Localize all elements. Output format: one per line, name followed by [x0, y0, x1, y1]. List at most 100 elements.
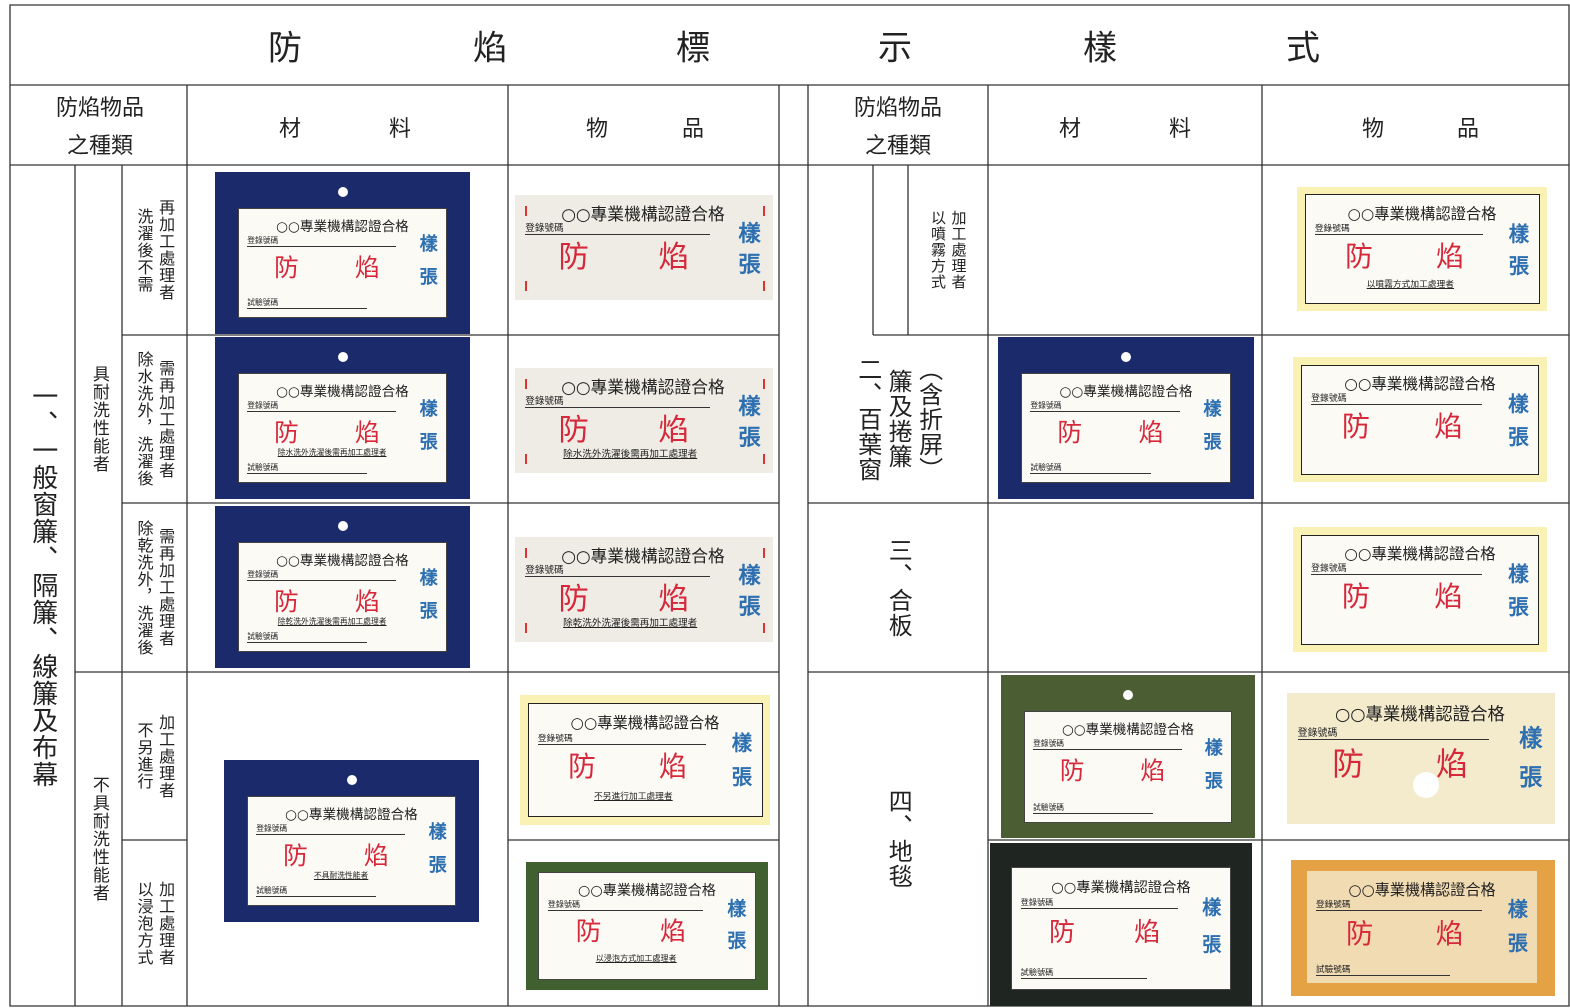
- label-reg: 登錄號碼: [256, 823, 406, 835]
- group-category: 不具耐洗性能者: [75, 672, 122, 1006]
- label-hole: [337, 351, 348, 362]
- label-reg: 登錄號碼: [525, 220, 710, 235]
- label-hole: [337, 520, 348, 531]
- label-reg: 登錄號碼: [525, 562, 710, 577]
- label-yan: 焰: [1435, 747, 1468, 784]
- label-yan: 焰: [659, 917, 686, 948]
- label-fang: 防: [1341, 410, 1370, 444]
- label-card: ○○專業機構認證合格 登錄號碼防 焰 樣張除水洗外洗濯後需再加工處理者: [515, 368, 771, 471]
- label-zhang: 張: [1508, 424, 1529, 449]
- header-product: 物: [1361, 117, 1385, 142]
- label-hole: [1412, 771, 1439, 798]
- label-fang: 防: [283, 840, 308, 870]
- label-fang: 防: [1345, 239, 1373, 273]
- label-hole: [1123, 689, 1133, 700]
- label-header: ○○專業機構認證合格: [1347, 204, 1497, 223]
- sub-category-col: 需再加工處理者: [156, 528, 176, 647]
- label-note: 不具耐洗性能者: [313, 871, 369, 881]
- sub-category-col: 再加工處理者: [156, 199, 176, 301]
- label-card: ○○專業機構認證合格 登錄號碼防 焰 樣張試驗號碼: [1306, 870, 1538, 984]
- main-category-col: 一、一般窗簾、隔簾、線簾及布幕: [27, 383, 58, 788]
- label-zhang: 張: [419, 600, 438, 622]
- label-zhang: 張: [727, 929, 747, 952]
- label-zhang: 張: [1203, 431, 1222, 453]
- label: ○○專業機構認證合格 登錄號碼防 焰 樣張試驗號碼: [990, 843, 1252, 1006]
- title-char: 焰: [473, 28, 507, 69]
- label-note: 以噴霧方式加工處理者: [1366, 279, 1455, 290]
- label-note: 除水洗外洗濯後需再加工處理者: [277, 448, 387, 458]
- header-product: 品: [1456, 117, 1480, 142]
- label-card: ○○專業機構認證合格 登錄號碼防 焰 樣張除乾洗外洗濯後需再加工處理者 試驗號碼: [237, 541, 448, 652]
- category: 二、百葉窗 簾及捲簾 （含折屏）: [808, 335, 988, 503]
- sub-category: 除水洗外，洗濯後 需再加工處理者: [122, 335, 187, 503]
- header-product: 物: [585, 117, 609, 142]
- sub-category-col: 以浸泡方式: [134, 880, 154, 966]
- label-card: ○○專業機構認證合格 登錄號碼防 焰 樣張試驗號碼: [1023, 710, 1233, 824]
- header-material: 材: [278, 117, 302, 142]
- category-col: （含折屏）: [914, 356, 943, 482]
- label-card: ○○專業機構認證合格 登錄號碼防 焰 樣張以噴霧方式加工處理者: [1304, 194, 1540, 304]
- label-zhang: 張: [1202, 932, 1222, 956]
- cloth-tick: [525, 205, 528, 216]
- label: ○○專業機構認證合格 登錄號碼防 焰 樣張試驗號碼: [215, 172, 470, 334]
- header-material: 料: [388, 117, 412, 142]
- cloth-tick: [525, 623, 528, 634]
- label: ○○專業機構認證合格 登錄號碼防 焰 樣張: [1287, 693, 1555, 824]
- sub-category: 以浸泡方式 加工處理者: [122, 840, 187, 1006]
- label-fang: 防: [1049, 917, 1075, 948]
- sub-category-col: 加工處理者: [156, 880, 176, 966]
- sub-category: 以噴霧方式 加工處理者: [908, 165, 988, 335]
- label-card: ○○專業機構認證合格 登錄號碼防 焰 樣張試驗號碼: [237, 207, 448, 318]
- label-fang: 防: [575, 917, 602, 948]
- label-header: ○○專業機構認證合格: [1051, 879, 1191, 896]
- label-fang: 防: [1341, 580, 1370, 614]
- label-fang: 防: [1345, 919, 1374, 951]
- label-card: ○○專業機構認證合格 登錄號碼防 焰 樣張: [515, 195, 771, 298]
- label-yang: 樣: [419, 234, 438, 256]
- cloth-tick: [525, 454, 528, 465]
- cloth-tick: [762, 454, 765, 465]
- label-yan: 焰: [1434, 410, 1463, 444]
- label-note: 除水洗外洗濯後需再加工處理者: [563, 449, 698, 461]
- label-fang: 防: [1057, 417, 1083, 447]
- label-yang: 樣: [1202, 896, 1222, 920]
- label: ○○專業機構認證合格 登錄號碼防 焰 樣張不另進行加工處理者: [520, 695, 770, 825]
- label-card: ○○專業機構認證合格 登錄號碼防 焰 樣張: [1300, 364, 1540, 475]
- label-yan: 焰: [1140, 755, 1165, 785]
- label-header: ○○專業機構認證合格: [276, 219, 409, 236]
- title-char: 式: [1286, 28, 1320, 69]
- label-header: ○○專業機構認證合格: [570, 713, 720, 732]
- category-col: 簾及捲簾: [884, 369, 913, 469]
- label-yang: 樣: [1203, 399, 1222, 421]
- label-card: ○○專業機構認證合格 登錄號碼防 焰 樣張試驗號碼: [1010, 867, 1232, 990]
- sub-category-col: 洗濯後不需: [134, 207, 154, 293]
- cloth-tick: [762, 205, 765, 216]
- label: ○○專業機構認證合格 登錄號碼防 焰 樣張除水洗外洗濯後需再加工處理者: [515, 368, 773, 473]
- label-zhang: 張: [419, 431, 438, 453]
- sub-category: 洗濯後不需 再加工處理者: [122, 165, 187, 335]
- category-col: 二、百葉窗: [853, 356, 882, 482]
- label-yang: 樣: [738, 220, 761, 247]
- category: 四、地毯: [808, 672, 988, 1006]
- label-reg: 登錄號碼: [1311, 561, 1482, 576]
- label-yang: 樣: [1508, 562, 1529, 587]
- label-yang: 樣: [1519, 724, 1543, 752]
- sub-category: 不另進行 加工處理者: [122, 672, 187, 840]
- label-fang: 防: [568, 750, 596, 784]
- label-card: ○○專業機構認證合格 登錄號碼防 焰 樣張: [1300, 534, 1540, 645]
- label-reg: 登錄號碼: [547, 899, 704, 911]
- label-yang: 樣: [731, 731, 753, 756]
- label-header: ○○專業機構認證合格: [1348, 880, 1496, 899]
- label: ○○專業機構認證合格 登錄號碼防 焰 樣張以噴霧方式加工處理者: [1297, 187, 1547, 311]
- label-header: ○○專業機構認證合格: [1061, 722, 1194, 739]
- label-yan: 焰: [658, 582, 689, 618]
- label-test: 試驗號碼: [1316, 963, 1450, 976]
- label-reg: 登錄號碼: [1297, 724, 1490, 740]
- label-fang: 防: [558, 240, 589, 276]
- sub-category-col: 加工處理者: [949, 210, 968, 290]
- label-yang: 樣: [428, 822, 447, 844]
- label-zhang: 張: [1508, 253, 1530, 278]
- sub-category: 除乾洗外，洗濯後 需再加工處理者: [122, 503, 187, 672]
- group-category-col: 不具耐洗性能者: [88, 776, 109, 902]
